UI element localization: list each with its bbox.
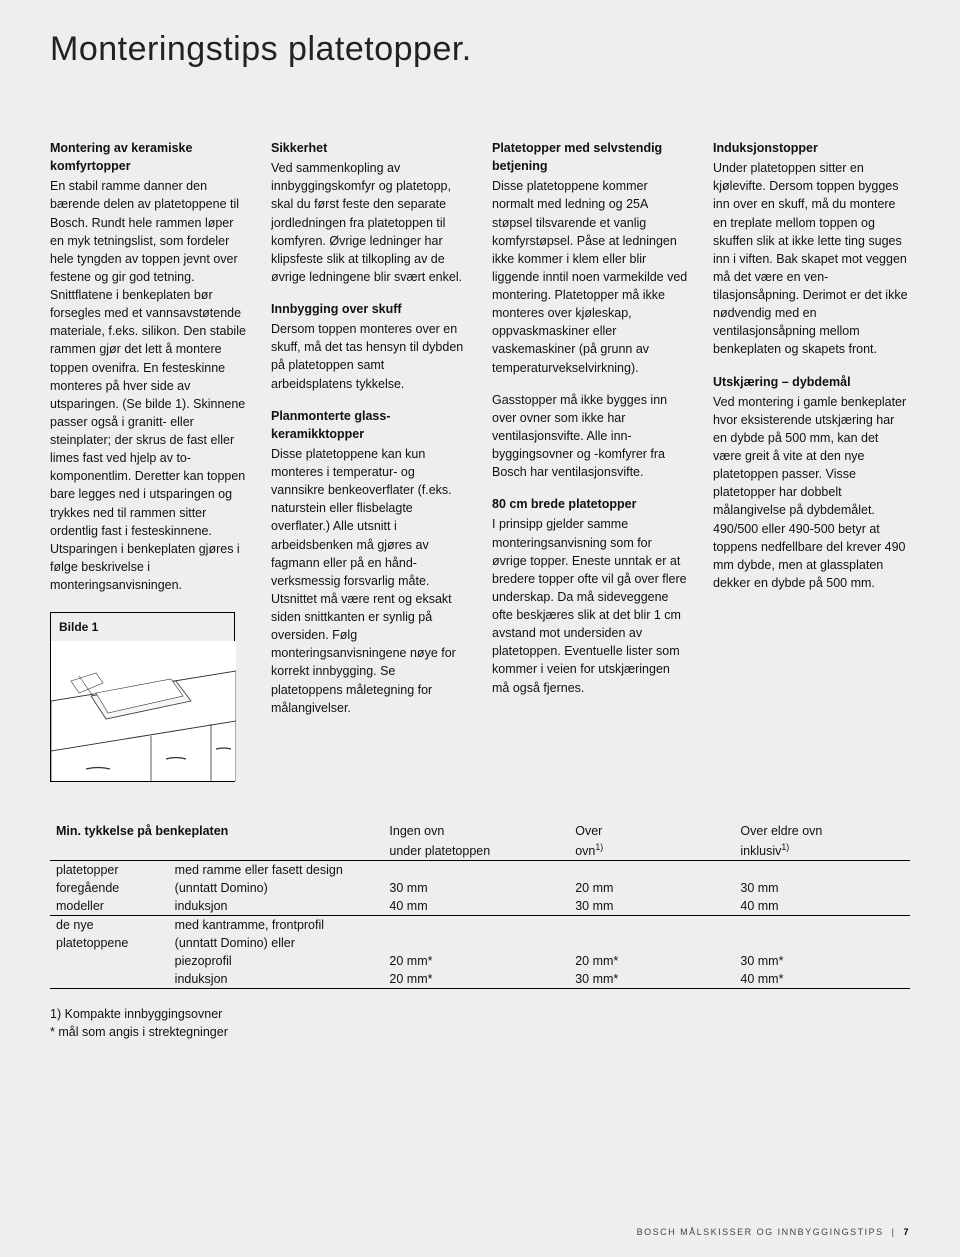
table-section: Min. tykkelse på benkeplaten Ingen ovn O… [50,822,910,1039]
figure-bilde-1: Bilde 1 [50,612,235,781]
table-cell: 20 mm [569,879,734,897]
table-row: modellerinduksjon40 mm30 mm40 mm [50,897,910,916]
page-footer: BOSCH MÅLSKISSER OG INNBYGGINGSTIPS | 7 [637,1227,910,1237]
col2-paragraph-3: Disse platetoppene kan kun monteres i te… [271,445,468,717]
column-3: Platetopper med selv­stendig betjening D… [492,139,689,782]
col1-heading: Montering av keramiske komfyrtopper [50,139,247,175]
col3-paragraph-1a: Disse platetoppene kommer normalt med le… [492,177,689,376]
table-header-c1a: Ingen ovn [383,822,569,840]
col3-paragraph-1b: Gasstopper må ikke bygges inn over ovner… [492,391,689,482]
footnote-1: 1) Kompakte innbyggingsovner [50,1007,910,1021]
footer-text: BOSCH MÅLSKISSER OG INNBYGGINGSTIPS [637,1227,884,1237]
table-header-c2a: Over [569,822,734,840]
table-header-left: Min. tykkelse på benkeplaten [50,822,383,840]
table-cell: induksjon [169,897,384,916]
table-cell: 40 mm* [734,970,910,989]
figure-illustration [51,641,236,781]
column-1: Montering av keramiske komfyrtopper En s… [50,139,247,782]
table-cell [734,915,910,934]
col2-paragraph-2: Dersom toppen monteres over en skuff, må… [271,320,468,393]
col4-paragraph-2: Ved montering i gamle benkeplater hvor e… [713,393,910,592]
table-cell: 30 mm [383,879,569,897]
table-row: de nyemed kantramme, frontprofil [50,915,910,934]
table-cell: 40 mm [734,897,910,916]
table-cell [383,934,569,952]
col2-paragraph-1: Ved sammenkopling av innbyggingskomfyr o… [271,159,468,286]
table-cell: 30 mm* [569,970,734,989]
col2-heading-2: Innbygging over skuff [271,300,468,318]
table-cell: piezoprofil [169,952,384,970]
table-cell [569,934,734,952]
footer-page-number: 7 [903,1227,910,1237]
page-title: Monteringstips platetopper. [50,30,910,69]
text-columns: Montering av keramiske komfyrtopper En s… [50,139,910,782]
table-cell: (unntatt Domino) [169,879,384,897]
col3-heading-2: 80 cm brede platetopper [492,495,689,513]
table-cell [734,860,910,879]
figure-caption: Bilde 1 [51,613,234,640]
table-cell: med kantramme, frontprofil [169,915,384,934]
table-row: platetoppermed ramme eller fasett design [50,860,910,879]
table-header-c2b: ovn1) [569,840,734,861]
table-cell: 30 mm [734,879,910,897]
table-row: piezoprofil20 mm*20 mm*30 mm* [50,952,910,970]
page: Monteringstips platetopper. Montering av… [0,0,960,1257]
table-row: foregående(unntatt Domino)30 mm20 mm30 m… [50,879,910,897]
col2-heading-3: Planmonterte glass­keramikktopper [271,407,468,443]
table-cell [50,970,169,989]
table-footnotes: 1) Kompakte innbyggingsovner * mål som a… [50,1007,910,1039]
table-cell: de nye [50,915,169,934]
table-cell: 20 mm* [383,952,569,970]
table-cell: 30 mm [569,897,734,916]
col2-heading-1: Sikkerhet [271,139,468,157]
table-cell: 40 mm [383,897,569,916]
table-cell: platetopper [50,860,169,879]
table-header-c3b: inklusiv1) [734,840,910,861]
table-cell: 20 mm* [569,952,734,970]
table-row: induksjon20 mm*30 mm*40 mm* [50,970,910,989]
table-cell [734,934,910,952]
col4-heading-1: Induksjonstopper [713,139,910,157]
col3-heading-1: Platetopper med selv­stendig betjening [492,139,689,175]
table-body: platetoppermed ramme eller fasett design… [50,860,910,988]
table-cell: (unntatt Domino) eller [169,934,384,952]
table-cell: platetoppene [50,934,169,952]
table-cell: med ramme eller fasett design [169,860,384,879]
table-cell: foregående [50,879,169,897]
table-cell [569,915,734,934]
table-row: platetoppene(unntatt Domino) eller [50,934,910,952]
table-header-c1b: under platetoppen [383,840,569,861]
col4-heading-2: Utskjæring – dybdemål [713,373,910,391]
column-4: Induksjonstopper Under platetoppen sitte… [713,139,910,782]
table-cell [383,915,569,934]
table-cell [50,952,169,970]
table-cell: modeller [50,897,169,916]
col4-paragraph-1: Under platetoppen sitter en kjølevifte. … [713,159,910,358]
column-2: Sikkerhet Ved sammenkopling av innbyggin… [271,139,468,782]
table-cell [383,860,569,879]
table-cell: 30 mm* [734,952,910,970]
thickness-table: Min. tykkelse på benkeplaten Ingen ovn O… [50,822,910,989]
table-cell [569,860,734,879]
col3-paragraph-2: I prinsipp gjelder samme monteringsanvis… [492,515,689,696]
col1-paragraph: En stabil ramme danner den bærende delen… [50,177,247,594]
table-cell: 20 mm* [383,970,569,989]
footnote-2: * mål som angis i strektegninger [50,1025,910,1039]
table-header-c3a: Over eldre ovn [734,822,910,840]
table-cell: induksjon [169,970,384,989]
